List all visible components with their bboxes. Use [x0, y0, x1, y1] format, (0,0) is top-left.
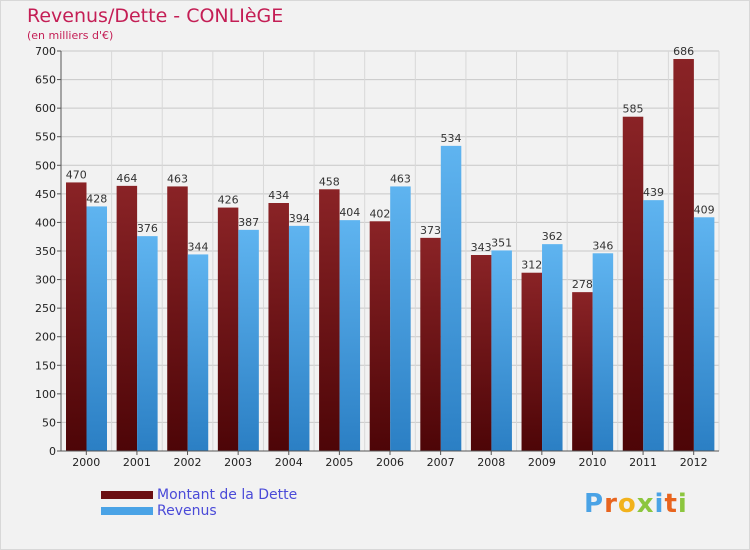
brand-letter: i — [677, 489, 688, 519]
brand-letter: x — [636, 489, 655, 519]
y-tick-label: 550 — [35, 131, 56, 144]
bar-revenus — [390, 186, 411, 451]
x-tick-label: 2001 — [123, 456, 151, 469]
x-tick-label: 2009 — [528, 456, 556, 469]
bar-dette — [167, 186, 188, 451]
y-tick-label: 400 — [35, 216, 56, 229]
value-label-revenus: 346 — [592, 239, 613, 252]
bar-dette — [572, 292, 593, 451]
y-tick-label: 650 — [35, 74, 56, 87]
brand-letter: r — [604, 489, 618, 519]
bar-dette — [116, 185, 138, 451]
y-tick-label: 50 — [42, 416, 56, 429]
bar-revenus — [288, 225, 310, 451]
x-tick-label: 2003 — [224, 456, 252, 469]
x-tick-label: 2002 — [174, 456, 202, 469]
chart-title: Revenus/Dette - CONLIèGE — [27, 5, 284, 27]
x-tick-label: 2000 — [72, 456, 100, 469]
y-tick-label: 600 — [35, 102, 56, 115]
bar-dette — [420, 237, 441, 451]
value-label-dette: 434 — [268, 189, 289, 202]
brand-letter: o — [617, 489, 637, 519]
value-label-dette: 278 — [572, 278, 593, 291]
legend-label-revenus: Revenus — [157, 503, 217, 519]
x-tick-label: 2010 — [578, 456, 606, 469]
value-label-dette: 585 — [623, 103, 644, 116]
brand-letter: i — [654, 489, 665, 519]
value-label-revenus: 534 — [441, 132, 462, 145]
bar-revenus — [491, 250, 512, 451]
value-label-dette: 686 — [673, 45, 694, 58]
bar-dette — [521, 272, 543, 451]
value-label-revenus: 439 — [643, 186, 664, 199]
chart-subtitle: (en milliers d'€) — [27, 29, 114, 42]
bar-revenus — [542, 244, 563, 451]
value-label-revenus: 351 — [491, 236, 512, 249]
bar-revenus — [339, 220, 361, 451]
value-label-dette: 464 — [116, 172, 137, 185]
bar-revenus — [238, 229, 259, 451]
legend-swatch-revenus — [101, 507, 153, 515]
brand-logo: Proxiti — [584, 489, 688, 519]
y-tick-label: 350 — [35, 245, 56, 258]
bar-dette — [217, 207, 239, 451]
bar-dette — [470, 255, 492, 451]
value-label-dette: 470 — [66, 168, 87, 181]
x-tick-label: 2011 — [629, 456, 657, 469]
bar-dette — [673, 59, 694, 451]
x-tick-label: 2006 — [376, 456, 404, 469]
bar-revenus — [86, 206, 107, 451]
bar-revenus — [592, 253, 614, 451]
value-label-dette: 463 — [167, 172, 188, 185]
y-tick-label: 0 — [49, 445, 56, 458]
value-label-revenus: 387 — [238, 216, 259, 229]
x-tick-label: 2007 — [427, 456, 455, 469]
bar-revenus — [137, 236, 158, 451]
value-label-revenus: 376 — [137, 222, 158, 235]
value-label-dette: 343 — [471, 241, 492, 254]
value-label-revenus: 362 — [542, 230, 563, 243]
x-tick-label: 2008 — [477, 456, 505, 469]
bar-dette — [268, 203, 289, 451]
value-label-dette: 373 — [420, 224, 441, 237]
bar-revenus — [693, 217, 715, 451]
value-label-revenus: 463 — [390, 172, 411, 185]
legend-label-dette: Montant de la Dette — [157, 487, 298, 503]
value-label-revenus: 404 — [339, 206, 360, 219]
y-tick-label: 100 — [35, 388, 56, 401]
value-label-dette: 312 — [521, 259, 542, 272]
y-tick-label: 450 — [35, 188, 56, 201]
value-label-revenus: 409 — [694, 203, 715, 216]
bar-revenus — [187, 254, 209, 451]
value-label-dette: 402 — [369, 207, 390, 220]
legend-swatch-dette — [101, 491, 153, 499]
bar-dette — [319, 189, 340, 452]
bar-dette — [369, 221, 391, 451]
brand-letter: t — [664, 489, 678, 519]
bar-revenus — [440, 145, 462, 451]
y-tick-label: 250 — [35, 302, 56, 315]
bar-dette — [66, 182, 87, 451]
brand-letter: P — [584, 489, 605, 519]
value-label-revenus: 428 — [86, 192, 107, 205]
y-tick-label: 500 — [35, 159, 56, 172]
value-label-revenus: 394 — [289, 212, 310, 225]
x-tick-label: 2012 — [680, 456, 708, 469]
bar-revenus — [643, 200, 664, 451]
value-label-dette: 426 — [218, 194, 239, 207]
y-tick-label: 150 — [35, 359, 56, 372]
value-label-revenus: 344 — [187, 240, 208, 253]
x-tick-label: 2005 — [325, 456, 353, 469]
x-tick-label: 2004 — [275, 456, 303, 469]
y-tick-label: 300 — [35, 274, 56, 287]
y-tick-label: 200 — [35, 331, 56, 344]
value-label-dette: 458 — [319, 175, 340, 188]
y-tick-label: 700 — [35, 45, 56, 58]
bar-dette — [622, 116, 644, 451]
